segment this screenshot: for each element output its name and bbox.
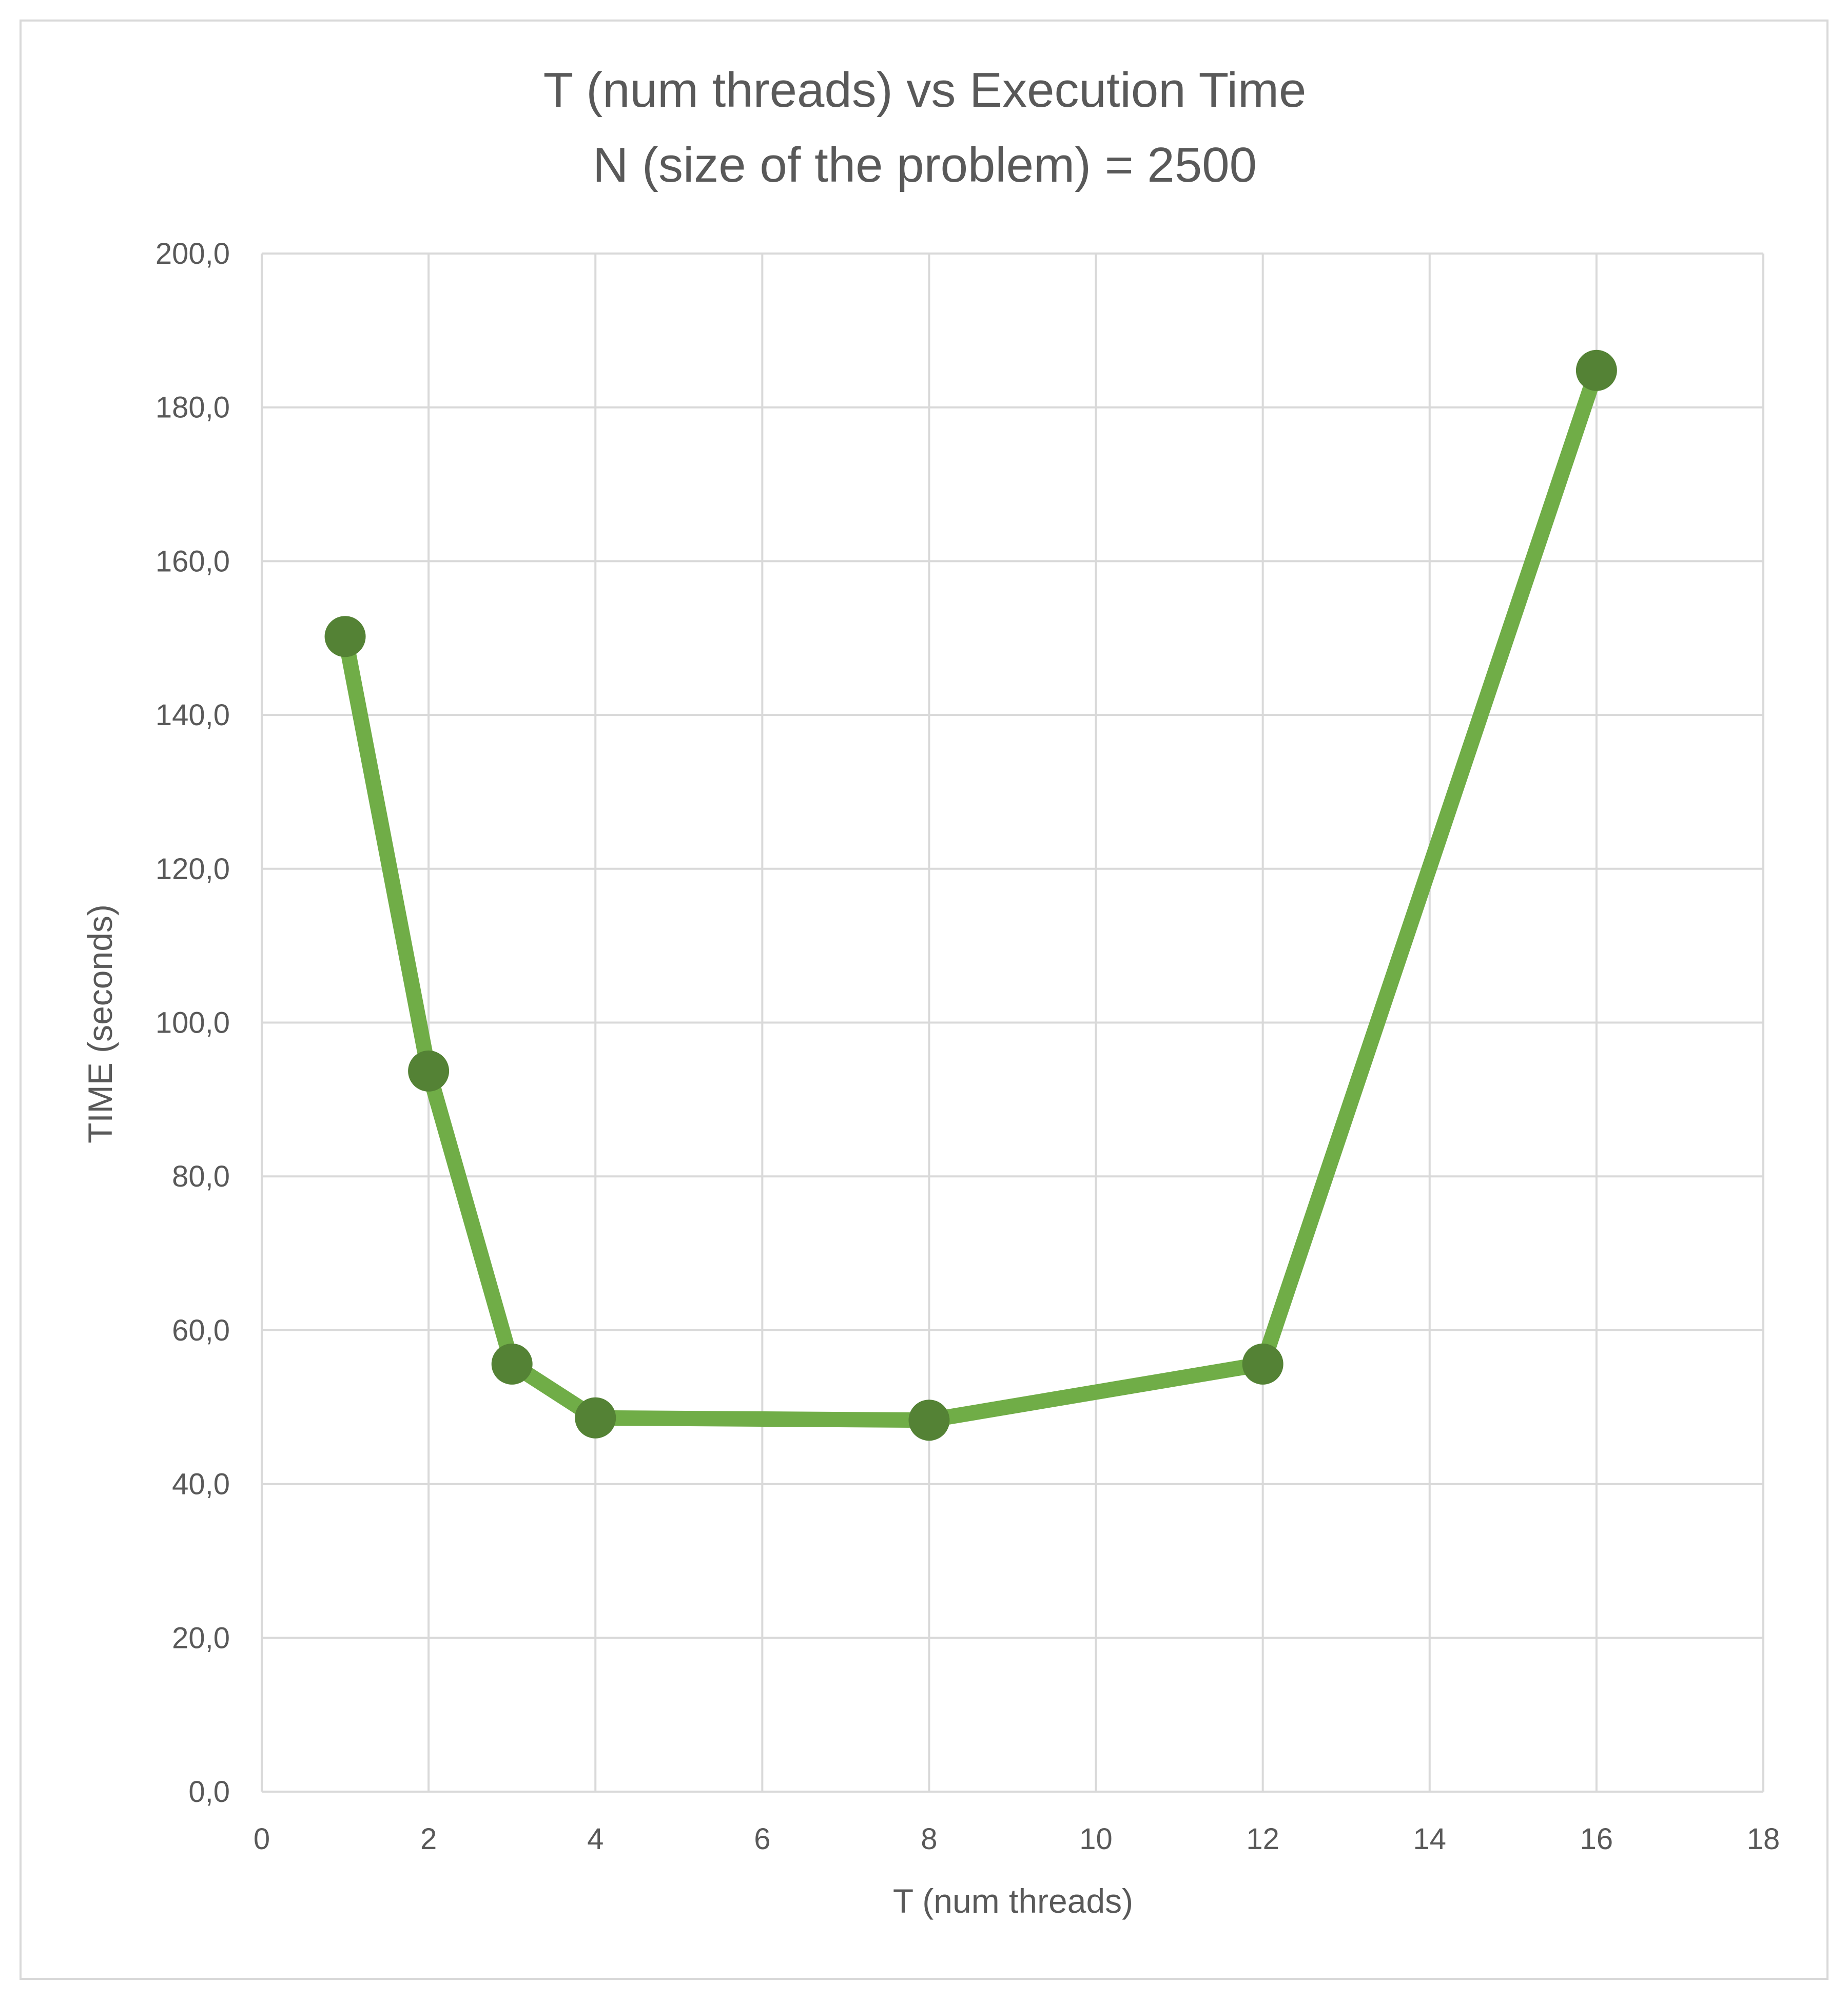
x-tick-label: 2: [420, 1822, 437, 1856]
series-line: [337, 362, 1604, 1428]
y-tick-label: 160,0: [155, 545, 230, 578]
data-point: [1575, 349, 1617, 391]
x-tick-label: 12: [1246, 1822, 1279, 1856]
y-tick-label: 180,0: [155, 391, 230, 424]
y-tick-label: 0,0: [188, 1775, 230, 1809]
data-point: [491, 1343, 533, 1385]
series-lines: [337, 362, 1604, 1428]
x-tick-label: 18: [1747, 1822, 1780, 1856]
y-tick-label: 40,0: [172, 1468, 230, 1501]
x-axis-title: T (num threads): [893, 1882, 1133, 1920]
y-axis-title: TIME (seconds): [81, 904, 119, 1143]
data-points: [324, 349, 1617, 1441]
chart-frame: [20, 20, 1828, 1980]
x-tick-label: 4: [587, 1822, 604, 1856]
x-tick-label: 14: [1413, 1822, 1447, 1856]
x-tick-label: 10: [1079, 1822, 1113, 1856]
grid-lines: [261, 253, 1764, 1793]
x-tick-label: 16: [1580, 1822, 1613, 1856]
x-tick-label: 8: [921, 1822, 937, 1856]
chart-title: T (num threads) vs Execution Time: [543, 63, 1307, 118]
y-tick-label: 20,0: [172, 1621, 230, 1655]
data-point: [1242, 1343, 1283, 1385]
x-tick-label: 0: [254, 1822, 270, 1856]
data-point: [408, 1050, 450, 1092]
y-tick-label: 60,0: [172, 1314, 230, 1347]
y-tick-label: 100,0: [155, 1006, 230, 1040]
tick-labels: 0,0 20,0 40,0 60,0 80,0 100,0 120,0 140,0 160,0 1…: [155, 237, 1780, 1856]
data-point: [324, 616, 366, 657]
chart-subtitle: N (size of the problem) = 2500: [593, 138, 1257, 192]
data-point: [908, 1400, 950, 1441]
y-tick-label: 120,0: [155, 852, 230, 886]
y-tick-label: 80,0: [172, 1160, 230, 1193]
y-tick-label: 200,0: [155, 237, 230, 270]
x-tick-label: 6: [754, 1822, 770, 1856]
data-point: [575, 1397, 616, 1439]
y-tick-label: 140,0: [155, 698, 230, 732]
